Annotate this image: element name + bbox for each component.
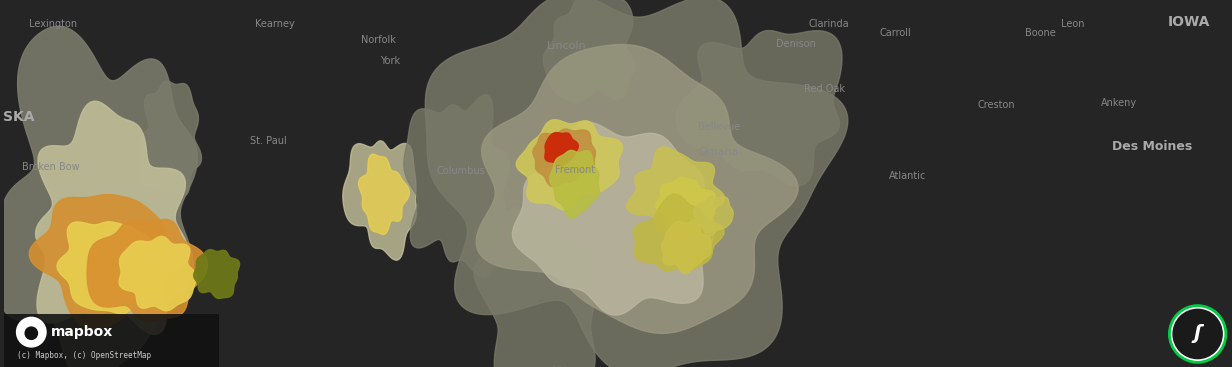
Circle shape [16,317,46,347]
Text: Lincoln: Lincoln [547,41,586,51]
Polygon shape [662,220,711,274]
Text: Carroll: Carroll [880,28,912,38]
Text: Des Moines: Des Moines [1112,140,1193,153]
Polygon shape [0,26,197,367]
Text: ʃ: ʃ [1194,324,1201,344]
Text: mapbox: mapbox [51,325,113,339]
Text: Creston: Creston [977,99,1015,110]
Polygon shape [655,178,715,234]
Polygon shape [359,154,409,235]
Text: Lexington: Lexington [30,19,78,29]
Polygon shape [57,222,159,314]
Polygon shape [193,250,239,298]
Polygon shape [676,30,841,186]
Polygon shape [543,0,634,103]
Text: Denison: Denison [776,39,816,49]
Text: Ankeny: Ankeny [1101,98,1137,108]
Polygon shape [627,147,724,239]
Polygon shape [30,195,177,329]
Text: Atlantic: Atlantic [890,171,926,181]
Text: IOWA: IOWA [1168,15,1210,29]
Text: Red Oak: Red Oak [804,84,845,94]
Polygon shape [87,219,207,322]
Polygon shape [36,101,188,334]
Text: Boone: Boone [1025,28,1056,38]
Polygon shape [138,81,202,196]
Circle shape [25,327,37,339]
Text: St. Paul: St. Paul [250,136,287,146]
Polygon shape [477,44,798,333]
Text: Omaha: Omaha [699,147,739,157]
Text: Columbus: Columbus [436,166,485,176]
Text: Kearney: Kearney [255,19,294,29]
Text: York: York [379,55,400,66]
Polygon shape [633,194,724,271]
Circle shape [1173,309,1222,359]
Text: Fremont: Fremont [556,164,595,175]
Polygon shape [342,141,416,260]
Polygon shape [694,197,733,236]
Polygon shape [545,132,578,166]
Text: Bellevue: Bellevue [697,121,740,132]
Text: Clarinda: Clarinda [809,19,850,29]
Polygon shape [533,129,595,186]
Text: (c) Mapbox, (c) OpenStreetMap: (c) Mapbox, (c) OpenStreetMap [16,352,150,360]
Text: Leon: Leon [1061,19,1084,29]
Bar [4,314,219,367]
Text: SKA: SKA [4,110,34,124]
Polygon shape [474,207,595,367]
Text: Norfolk: Norfolk [361,35,397,46]
Polygon shape [404,95,510,277]
Text: Broken Bow: Broken Bow [22,162,80,172]
Polygon shape [120,236,196,311]
Polygon shape [513,122,715,315]
Circle shape [1169,306,1226,362]
Polygon shape [516,120,622,210]
Polygon shape [425,0,848,367]
Polygon shape [549,150,599,218]
